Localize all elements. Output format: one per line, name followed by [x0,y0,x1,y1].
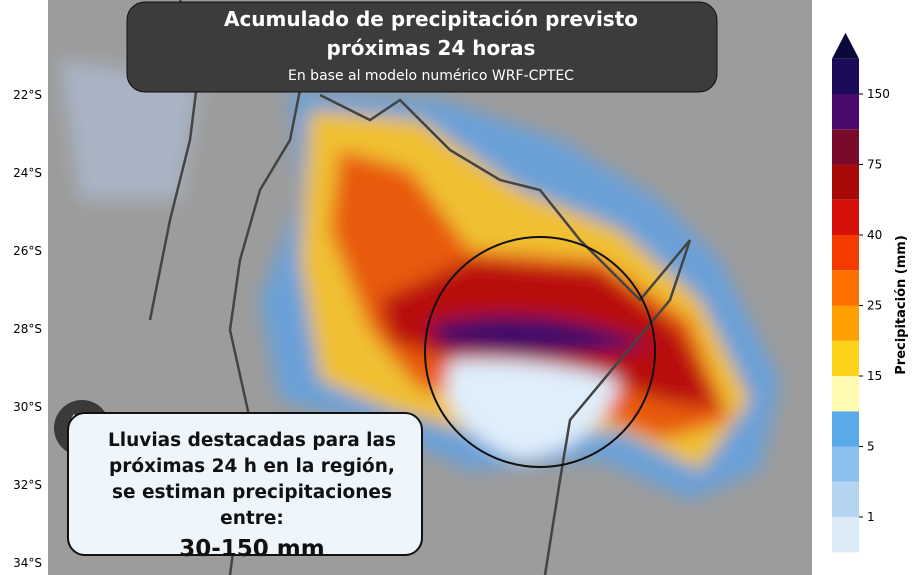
colorbar-label: Precipitación (mm) [894,235,909,375]
colorbar-extend [832,32,859,59]
lat-label: 30°S [13,400,42,414]
title-box [126,1,718,93]
lat-label: 24°S [13,166,42,180]
precipitation-field [60,60,780,500]
colorbar-segment [832,235,859,271]
colorbar-tick-label: 25 [867,299,882,313]
colorbar-tick-label: 15 [867,369,882,383]
colorbar-segment [832,164,859,200]
colorbar-segment [832,376,859,412]
callout-text: Lluvias destacadas para las próximas 24 … [107,430,396,529]
colorbar-segment [832,517,859,553]
colorbar-segment [832,270,859,306]
colorbar-tick-label: 40 [867,228,882,242]
title: próximas 24 horas [327,36,536,60]
lat-label: 22°S [13,88,42,102]
colorbar-tick-label: 75 [867,158,882,172]
colorbar-segment [832,199,859,235]
colorbar-segment [832,481,859,517]
colorbar-segment [832,552,859,575]
subtitle: En base al modelo numérico WRF-CPTEC [288,68,574,84]
colorbar-segment [832,58,859,94]
lat-labels: 22°S 24°S 26°S 28°S 30°S 32°S 34°S [13,88,42,570]
lat-label: 26°S [13,244,42,258]
colorbar-tick-label: 150 [867,87,890,101]
colorbar-segment [832,129,859,165]
colorbar-tick-label: 1 [867,510,875,524]
title: Acumulado de precipitación previsto [224,7,638,31]
callout-range: 30-150 mm [179,536,325,562]
highlight-circle [424,236,656,468]
colorbar-segment [832,94,859,130]
lat-label: 34°S [13,556,42,570]
colorbar-segment [832,446,859,482]
colorbar-segment [832,340,859,376]
callout: Lluvias destacadas para las próximas 24 … [67,412,423,562]
colorbar-tick-label: 5 [867,440,875,454]
colorbar-segment [832,411,859,447]
lat-label: 32°S [13,478,42,492]
colorbar-segment [832,305,859,341]
lat-label: 28°S [13,322,42,336]
